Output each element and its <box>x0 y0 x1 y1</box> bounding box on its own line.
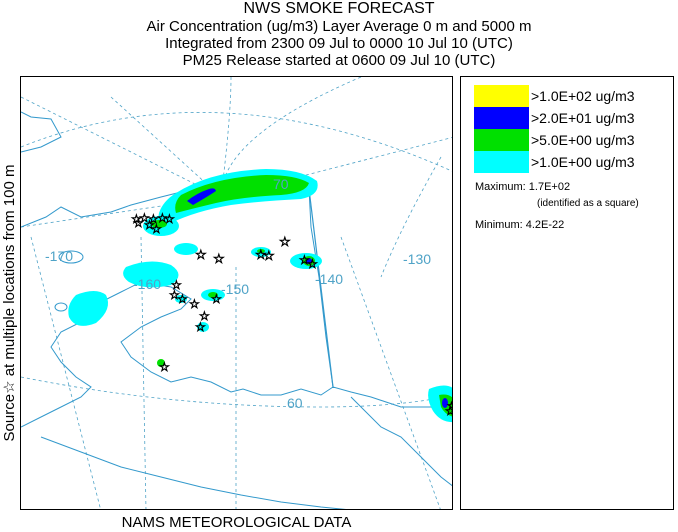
plume-koyukuk <box>174 243 198 255</box>
map-canvas: -170 -160 -150 -140 -130 70 60 ☆ ☆ ☆ ☆ ☆… <box>21 77 453 509</box>
legend-label: >2.0E+01 ug/m3 <box>531 110 635 126</box>
panhandle-coast <box>350 396 452 487</box>
label-lon-130: -130 <box>403 251 431 267</box>
smoke-plumes <box>68 169 452 423</box>
border-line <box>308 188 334 388</box>
label-lon-140: -140 <box>315 271 343 287</box>
source-star: ☆ <box>157 211 168 225</box>
source-star: ☆ <box>195 320 206 334</box>
label-lat-60: 60 <box>287 395 303 411</box>
maximum-note: (identified as a square) <box>537 198 639 209</box>
source-star: ☆ <box>299 253 310 267</box>
source-star: ☆ <box>177 292 188 306</box>
source-star: ☆ <box>148 212 159 226</box>
subtitle-release: PM25 Release started at 0600 09 Jul 10 (… <box>182 52 496 69</box>
source-star: ☆ <box>445 404 453 418</box>
plume-tanana-mid <box>208 292 218 298</box>
aleutian-chain <box>40 436 347 509</box>
subtitle-integration: Integrated from 2300 09 Jul to 0000 10 J… <box>165 35 513 52</box>
source-star: ☆ <box>255 247 267 262</box>
plume-eagle-high <box>306 258 312 264</box>
minimum-value: Minimum: 4.2E-22 <box>475 219 565 231</box>
source-markers: ☆ ☆ ☆ ☆ ☆ ☆ ☆ ☆ ☆ ☆ ☆ ☆ ☆ ☆ ☆ ☆ ☆ ☆ ☆ ☆ … <box>131 211 453 419</box>
title-block: NWS SMOKE FORECAST Air Concentration (ug… <box>0 0 678 69</box>
graticule-labels: -170 -160 -150 -140 -130 70 60 <box>45 176 431 411</box>
source-star: ☆ <box>159 360 170 374</box>
legend-swatch-yellow <box>474 85 529 107</box>
plume-southeast-high <box>442 398 448 408</box>
legend-swatch-cyan <box>474 151 529 173</box>
source-star: ☆ <box>144 218 155 232</box>
legend-label: >1.0E+00 ug/m3 <box>531 154 635 170</box>
source-star: ☆ <box>307 257 318 271</box>
source-star: ☆ <box>195 247 207 262</box>
source-star: ☆ <box>164 212 175 226</box>
source-star: ☆ <box>263 248 275 263</box>
plume-north-slope-high <box>187 188 216 205</box>
plume-yukon-flats-mid <box>257 249 265 253</box>
nunivak-island <box>54 302 68 312</box>
source-star: ☆ <box>133 216 144 230</box>
source-star: ☆ <box>131 212 142 226</box>
plume-north-slope-mid <box>175 175 309 213</box>
st-lawrence-island <box>58 250 84 264</box>
plume-kobuk-mid <box>151 220 167 228</box>
map-panel[interactable]: -170 -160 -150 -140 -130 70 60 ☆ ☆ ☆ ☆ ☆… <box>20 76 453 510</box>
maximum-value: Maximum: 1.7E+02 <box>475 181 571 193</box>
subtitle-concentration: Air Concentration (ug/m3) Layer Average … <box>146 18 532 35</box>
source-star: ☆ <box>279 234 291 249</box>
source-star: ☆ <box>139 211 150 225</box>
plume-yukon-delta <box>68 291 109 326</box>
plume-kuskokwim <box>197 322 209 332</box>
legend-label: >1.0E+02 ug/m3 <box>531 88 635 104</box>
legend-item: >2.0E+01 ug/m3 <box>474 107 670 129</box>
data-source-label: NAMS METEOROLOGICAL DATA <box>121 514 352 531</box>
legend-item: >1.0E+02 ug/m3 <box>474 85 670 107</box>
source-star: ☆ <box>189 297 200 311</box>
label-lon-160: -160 <box>133 276 161 292</box>
source-star: ☆ <box>211 292 222 306</box>
source-star: ☆ <box>199 309 210 323</box>
plume-yukon-lower <box>123 261 179 288</box>
label-lon-170: -170 <box>45 248 73 264</box>
source-star: ☆ <box>447 401 453 412</box>
arctic-coast <box>21 111 62 153</box>
legend-panel: >1.0E+02 ug/m3 >2.0E+01 ug/m3 >5.0E+00 u… <box>460 76 674 510</box>
source-star: ☆ <box>171 278 182 292</box>
plume-interior-small <box>175 295 187 303</box>
source-label: Source☆ at multiple locations from 100 m <box>1 164 18 442</box>
legend-swatch-green <box>474 129 529 151</box>
plume-bristol-bay <box>157 359 165 367</box>
source-star: ☆ <box>213 251 225 266</box>
map-title: NWS SMOKE FORECAST <box>243 0 435 17</box>
legend-item: >5.0E+00 ug/m3 <box>474 129 670 151</box>
label-lat-70: 70 <box>273 176 289 192</box>
legend-item: >1.0E+00 ug/m3 <box>474 151 670 173</box>
source-star: ☆ <box>169 288 180 302</box>
source-star: ☆ <box>151 222 162 236</box>
label-lon-150: -150 <box>221 281 249 297</box>
legend-swatch-blue <box>474 107 529 129</box>
legend-label: >5.0E+00 ug/m3 <box>531 132 635 148</box>
